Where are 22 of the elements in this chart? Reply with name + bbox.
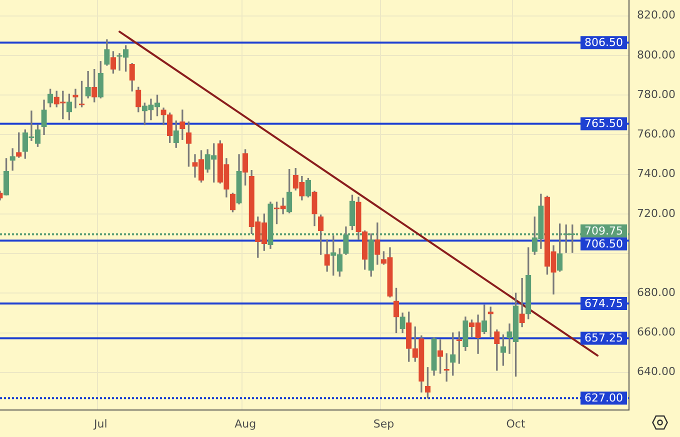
y-tick-label: 680.00: [637, 286, 676, 299]
ref-line-label: 706.50: [584, 237, 624, 250]
x-tick-label: Sep: [373, 417, 394, 430]
candlestick: [519, 278, 525, 328]
ref-line-label: 657.25: [584, 332, 624, 345]
y-tick-label: 640.00: [637, 365, 676, 378]
y-tick-label: 660.00: [637, 326, 676, 339]
ref-line-label: 806.50: [584, 36, 624, 49]
y-tick-label: 740.00: [637, 167, 676, 180]
y-tick-label: 720.00: [637, 206, 676, 220]
x-tick-label: Oct: [506, 417, 526, 430]
y-tick-label: 780.00: [637, 88, 676, 101]
x-tick-label: Jul: [93, 417, 108, 430]
ref-line-label: 765.50: [584, 117, 624, 130]
ref-line-label: 674.75: [584, 296, 624, 310]
ref-line-label: 627.00: [584, 391, 624, 404]
y-tick-label: 800.00: [637, 48, 676, 62]
y-tick-label: 760.00: [637, 128, 676, 141]
ref-line-label: 709.75: [584, 224, 624, 238]
x-tick-label: Aug: [234, 417, 256, 430]
y-tick-label: 820.00: [637, 8, 676, 22]
candlestick: [72, 88, 78, 108]
